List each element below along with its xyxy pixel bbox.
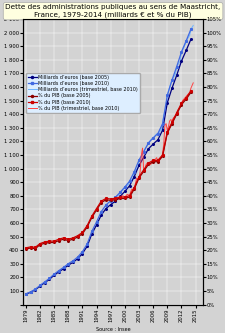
Title: Dette des administrations publiques au sens de Maastricht,
France, 1979-2014 (mi: Dette des administrations publiques au s… [5, 4, 220, 18]
Legend: Milliards d’euros (base 2005), Milliards d’euros (base 2010), Milliards d’euros : Milliards d’euros (base 2005), Milliards… [26, 73, 139, 113]
Text: Source : Insee: Source : Insee [95, 327, 130, 332]
